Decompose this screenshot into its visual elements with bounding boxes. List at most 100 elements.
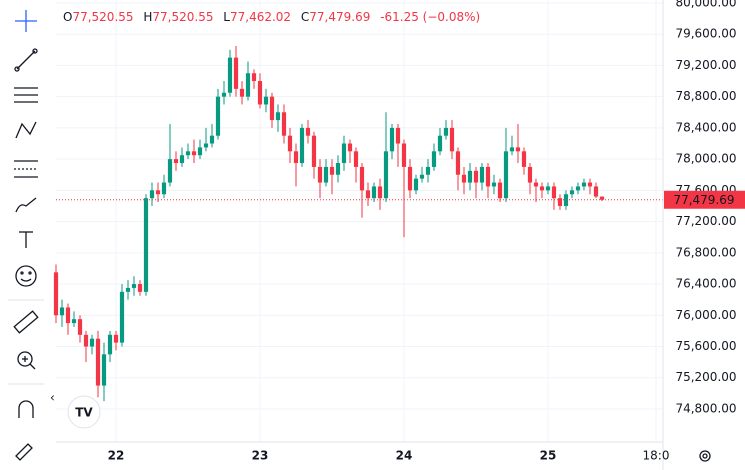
lock-draw-tool[interactable] <box>15 443 33 461</box>
candle-body <box>377 186 383 199</box>
candle-body <box>95 338 101 386</box>
x-tick-label: 18:0 <box>643 449 670 463</box>
x-tick-label: 25 <box>540 449 557 463</box>
change-value: -61.25 (−0.08%) <box>380 10 480 24</box>
candle-body <box>293 151 299 164</box>
open-label: O <box>63 10 72 24</box>
candle-body <box>335 163 341 175</box>
close-value: 77,479.69 <box>309 10 370 24</box>
text-tool[interactable] <box>19 231 33 248</box>
x-tick-label: 22 <box>108 449 125 463</box>
candle-body <box>401 143 407 167</box>
low-value: 77,462.02 <box>230 10 291 24</box>
y-tick-label: 74,800.00 <box>675 401 736 415</box>
candle-body <box>89 338 95 347</box>
candle-body <box>581 182 587 187</box>
y-tick-label: 80,000.00 <box>675 0 736 9</box>
magnet-tool[interactable] <box>18 400 34 418</box>
y-tick-label: 75,200.00 <box>675 370 736 384</box>
candle-body <box>599 196 605 200</box>
high-label: H <box>143 10 152 24</box>
y-tick-label: 78,800.00 <box>675 89 736 103</box>
fib-tool[interactable] <box>14 87 38 103</box>
candle-body <box>473 170 479 183</box>
candle-body <box>197 147 203 156</box>
candle-body <box>113 334 119 343</box>
candle-body <box>353 151 359 167</box>
candle-body <box>503 151 509 199</box>
ruler-tool[interactable] <box>13 310 39 334</box>
candle-body <box>59 307 65 316</box>
candle-body <box>425 166 431 175</box>
axes: 80,000.00 79,600.00 79,200.00 78,800.00 78,4… <box>108 0 745 463</box>
candle-body <box>245 73 251 97</box>
candle-body <box>419 174 425 179</box>
crosshair-tool[interactable] <box>15 10 37 32</box>
logo-mark: 𝗧𝗩 <box>75 406 93 420</box>
y-tick-label: 79,200.00 <box>675 58 736 72</box>
candle-body <box>143 198 149 292</box>
candle-body <box>83 334 89 347</box>
candle-body <box>251 73 257 82</box>
candle-body <box>269 96 275 121</box>
candle-body <box>443 127 449 136</box>
candle-body <box>281 112 287 136</box>
candle-body <box>485 166 491 187</box>
last-price-tag <box>664 190 745 209</box>
candle-body <box>173 159 179 164</box>
candle-body <box>569 190 575 195</box>
candle-body <box>461 174 467 183</box>
candle-body <box>167 159 173 183</box>
candle-body <box>53 272 59 316</box>
candle-body <box>467 170 473 183</box>
candle-body <box>407 166 413 191</box>
x-tick-label: 23 <box>252 449 269 463</box>
plot <box>53 45 663 402</box>
candle-body <box>137 284 143 292</box>
candle-body <box>209 135 215 144</box>
candle-body <box>161 182 167 195</box>
candle-body <box>257 81 263 105</box>
candle-body <box>527 166 533 183</box>
y-tick-label: 78,000.00 <box>675 152 736 166</box>
ohlc-legend: O77,520.55 H77,520.55 L77,462.02 C77,479… <box>63 10 480 24</box>
candle-body <box>383 151 389 199</box>
candle-body <box>77 319 83 335</box>
candle-body <box>479 166 485 183</box>
high-value: 77,520.55 <box>152 10 213 24</box>
candle-body <box>551 186 557 199</box>
trend-line-tool[interactable] <box>14 48 38 72</box>
grid <box>56 0 663 442</box>
settings-button[interactable] <box>699 450 711 462</box>
logo <box>67 395 101 429</box>
projection-tool[interactable] <box>14 160 38 178</box>
candle-body <box>545 186 551 191</box>
pattern-tool[interactable] <box>15 121 37 139</box>
y-tick-label: 77,200.00 <box>675 214 736 228</box>
emoji-tool[interactable] <box>15 265 37 287</box>
candle-body <box>509 147 515 152</box>
candle-body <box>365 190 371 199</box>
candle-body <box>395 127 401 144</box>
candle-body <box>101 354 107 386</box>
candle-body <box>287 135 293 152</box>
y-tick-label: 75,600.00 <box>675 339 736 353</box>
candle-body <box>593 186 599 197</box>
candle-body <box>299 127 305 164</box>
candle-body <box>185 151 191 156</box>
candle-body <box>71 319 77 324</box>
candle-body <box>65 307 71 324</box>
candle-body <box>389 127 395 152</box>
collapse-toggle[interactable]: ‹ <box>50 391 55 405</box>
zoom-tool[interactable] <box>17 351 36 370</box>
candle-body <box>179 155 185 164</box>
brush-tool[interactable] <box>15 197 37 213</box>
candle-body <box>317 166 323 183</box>
candle-body <box>455 151 461 175</box>
candle-body <box>149 190 155 199</box>
candle-body <box>575 186 581 191</box>
candle-body <box>227 57 233 93</box>
candle-body <box>371 186 377 199</box>
